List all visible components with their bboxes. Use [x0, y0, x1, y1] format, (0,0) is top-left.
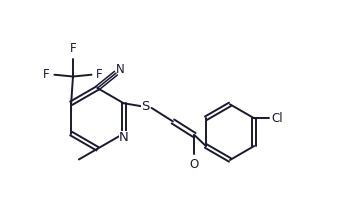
- Text: N: N: [116, 63, 125, 76]
- Text: S: S: [141, 100, 150, 113]
- Text: N: N: [119, 131, 129, 144]
- Text: F: F: [96, 68, 103, 81]
- Text: F: F: [43, 68, 50, 81]
- Text: O: O: [190, 158, 199, 171]
- Text: F: F: [70, 42, 76, 55]
- Text: Cl: Cl: [271, 112, 283, 125]
